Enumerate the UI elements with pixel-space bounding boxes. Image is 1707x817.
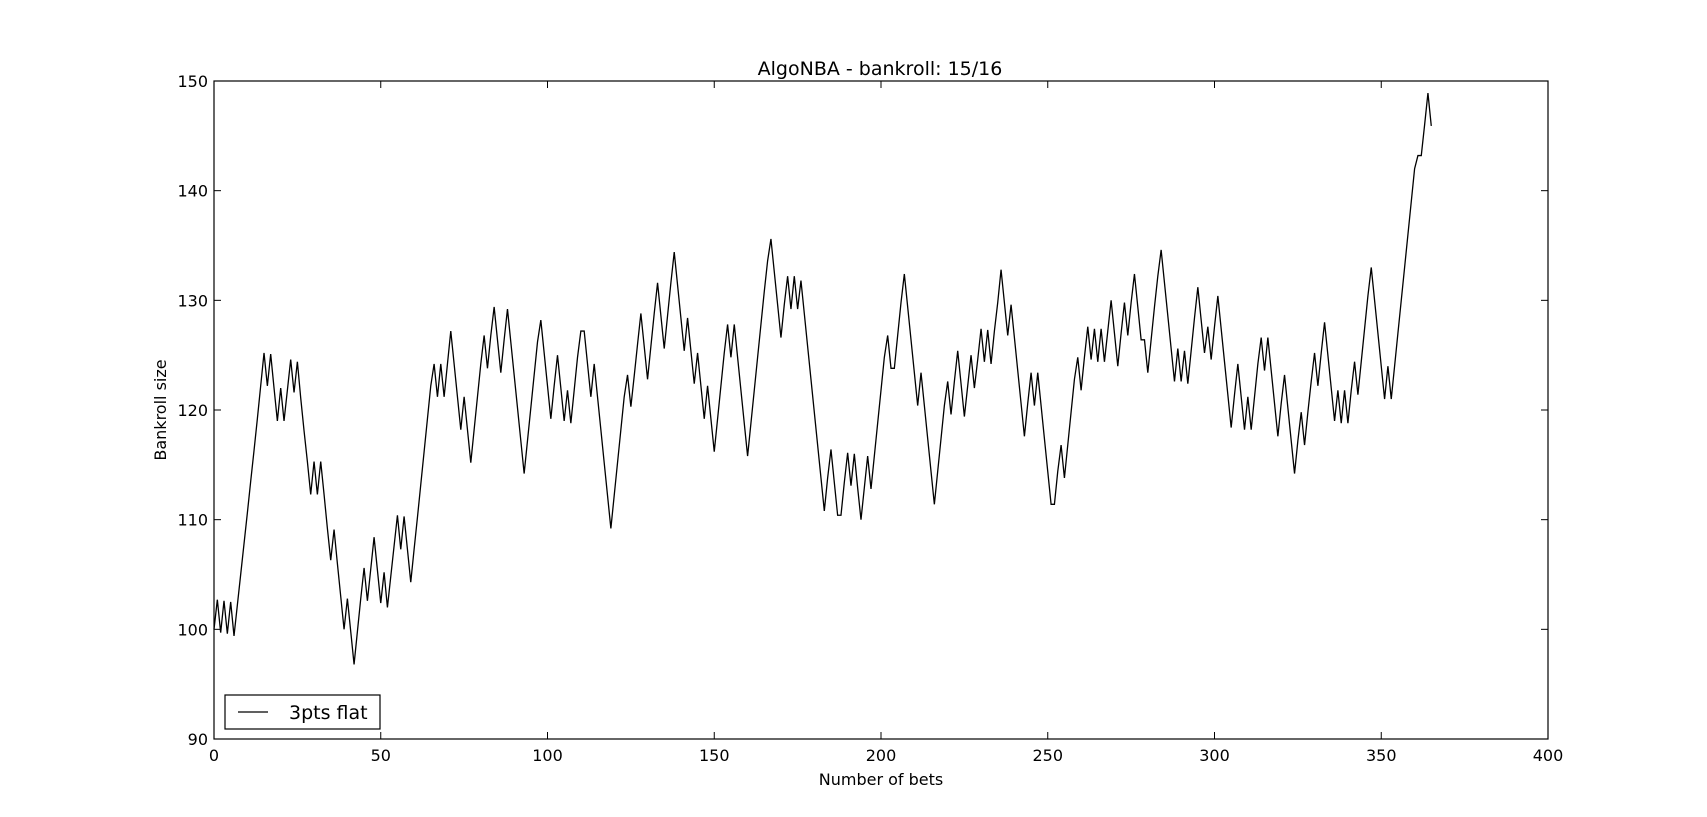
x-tick-label: 250 (1032, 746, 1063, 765)
y-tick-label: 100 (177, 620, 208, 639)
plot-frame (213, 80, 1549, 740)
y-axis-ticks: 90 100 110 120 130 140 150 (177, 72, 1548, 749)
series-lines (213, 92, 1432, 665)
x-tick-label: 150 (699, 746, 730, 765)
x-tick-label: 0 (209, 746, 219, 765)
x-axis-label: Number of bets (819, 770, 943, 789)
x-axis-ticks: 0 50 100 150 200 250 300 350 400 (209, 81, 1563, 765)
legend-label: 3pts flat (289, 702, 368, 724)
legend: 3pts flat (224, 694, 381, 730)
series-line-0 (213, 92, 1432, 665)
x-tick-label: 400 (1533, 746, 1564, 765)
y-tick-label: 130 (177, 291, 208, 310)
y-tick-label: 140 (177, 182, 208, 201)
x-tick-label: 50 (371, 746, 391, 765)
x-tick-label: 200 (866, 746, 897, 765)
y-tick-label: 150 (177, 72, 208, 91)
y-tick-label: 90 (188, 730, 208, 749)
chart-title: AlgoNBA - bankroll: 15/16 (758, 58, 1003, 80)
y-tick-label: 110 (177, 511, 208, 530)
y-axis-label: Bankroll size (151, 359, 170, 460)
y-tick-label: 120 (177, 401, 208, 420)
x-tick-label: 300 (1199, 746, 1230, 765)
x-tick-label: 100 (532, 746, 563, 765)
x-tick-label: 350 (1366, 746, 1397, 765)
